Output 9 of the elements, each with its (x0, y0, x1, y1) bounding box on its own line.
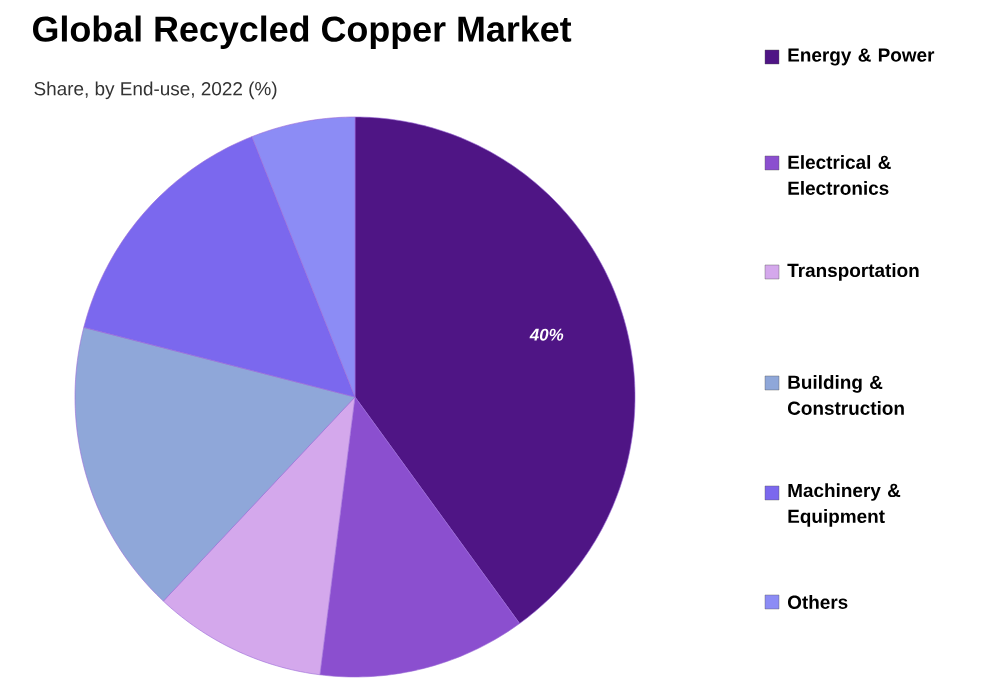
legend-label: Machinery & Equipment (788, 483, 901, 527)
legend-label: Energy & Power (788, 48, 935, 66)
legend-label: Transportation (787, 263, 919, 281)
legend-label: Electrical & Electronics (788, 155, 891, 195)
data-label: 40% (529, 328, 564, 341)
text: Share, by End-use, 2022 (%) (34, 81, 277, 100)
chart-title: Global Recycled Copper Market (33, 15, 572, 49)
legend-label: Building & Construction (787, 375, 904, 415)
legend-label: Others (787, 595, 848, 609)
